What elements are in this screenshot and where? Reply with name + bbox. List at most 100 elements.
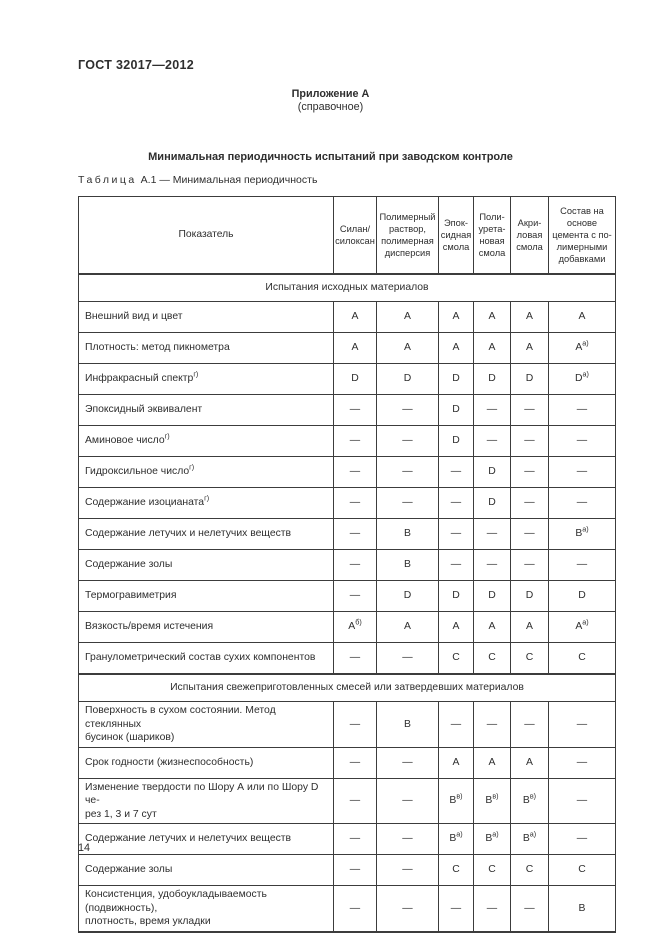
table-row: Содержание золы — B — — — — [78,549,616,581]
cell-value: — [333,823,377,856]
footnote-marker: г) [164,431,170,441]
footnote-marker: г) [189,462,195,472]
document-number: ГОСТ 32017—2012 [78,58,195,72]
cell-value: — [438,885,474,933]
cell-value: B [376,549,439,581]
cell-value: C [510,642,549,675]
table-row: Термогравиметрия — D D D D D [78,580,616,612]
cell-value: — [376,425,439,457]
column-header-polymer-solution: Полимерный раствор, полимерная дисперсия [376,196,439,275]
cell-value: Bа) [438,823,474,856]
row-label: Эпоксидный эквивалент [78,394,334,426]
cell-value: — [376,394,439,426]
cell-value: — [510,885,549,933]
cell-value: — [473,425,511,457]
column-header-acrylic: Акри- ловая смола [510,196,549,275]
cell-value: — [376,777,439,825]
cell-value: — [548,823,616,856]
column-header-epoxy: Эпок- сидная смола [438,196,474,275]
cell-value: — [376,642,439,675]
cell-value: — [473,518,511,550]
footnote-marker: а) [582,617,589,627]
cell-value: — [548,456,616,488]
cell-value: A [473,611,511,643]
footnote-marker: в) [492,791,499,801]
table-row: Аминовое числог) — — D — — — [78,425,616,457]
cell-value: A [438,301,474,333]
table-row: Содержание летучих и нелетучих веществ — B… [78,518,616,550]
cell-value: — [333,701,377,748]
cell-value: — [333,854,377,887]
row-label: Гидроксильное числог) [78,456,334,488]
row-label: Вязкость/время истечения [78,611,334,643]
cell-value: C [473,854,511,887]
cell-value: A [438,332,474,364]
cell-value: — [333,518,377,550]
column-header-silane: Силан/ силоксан [333,196,377,275]
cell-value: — [438,549,474,581]
cell-value: — [438,701,474,748]
cell-value: A [376,611,439,643]
row-label: Внешний вид и цвет [78,301,334,333]
footnote-marker: а) [456,829,463,839]
cell-value: B [376,518,439,550]
cell-value: C [438,854,474,887]
cell-value: A [438,746,474,779]
cell-value: D [438,363,474,395]
table-row: Плотность: метод пикнометра A A A A A Aа) [78,332,616,364]
cell-value: — [376,823,439,856]
cell-value: — [548,487,616,519]
cell-value: — [333,487,377,519]
footnote-marker: а) [582,369,589,379]
cell-value: Aа) [548,611,616,643]
row-label: Гранулометрический состав сухих компонен… [78,642,334,675]
cell-value: C [510,854,549,887]
cell-value: Bа) [548,518,616,550]
table-caption: Таблица А.1 — Минимальная периодичность [78,174,317,186]
cell-value: A [510,611,549,643]
cell-value: D [473,580,511,612]
footnote-marker: г) [204,493,210,503]
table-row: Содержание летучих и нелетучих веществ — —… [78,823,616,856]
cell-value: D [438,394,474,426]
table-caption-rest: А.1 — Минимальная периодичность [140,174,318,186]
cell-value: D [510,580,549,612]
section-title-row: Испытания исходных материалов [78,273,616,302]
cell-value: D [376,580,439,612]
cell-value: Bв) [438,777,474,825]
cell-value: — [333,549,377,581]
cell-value: D [473,363,511,395]
cell-value: — [333,885,377,933]
cell-value: Aб) [333,611,377,643]
cell-value: — [510,549,549,581]
cell-value: — [333,394,377,426]
cell-value: — [333,642,377,675]
cell-value: D [333,363,377,395]
cell-value: Bа) [510,823,549,856]
row-label: Содержание летучих и нелетучих веществ [78,823,334,856]
cell-value: — [438,487,474,519]
footnote-marker: а) [492,829,499,839]
cell-value: — [473,549,511,581]
section-title-row: Испытания свежеприготовленных смесей или… [78,673,616,702]
cell-value: — [376,854,439,887]
cell-value: — [333,777,377,825]
cell-value: B [548,885,616,933]
cell-value: — [333,580,377,612]
footnote-marker: б) [355,617,362,627]
row-label: Содержание изоцианатаг) [78,487,334,519]
table-row: Поверхность в сухом состоянии. Метод сте… [78,701,616,748]
table-row: Консистенция, удобоукладываемость (подви… [78,885,616,933]
cell-value: C [473,642,511,675]
column-header-polyurethane: Поли- урета- новая смола [473,196,511,275]
cell-value: Bа) [473,823,511,856]
table-row: Срок годности (жизнеспособность) — — A A A — [78,746,616,779]
cell-value: — [333,456,377,488]
cell-value: — [510,518,549,550]
column-header-cement-composition: Состав на основе цемента с по- лимерными… [548,196,616,275]
cell-value: D [473,487,511,519]
table-row: Внешний вид и цвет A A A A A A [78,301,616,333]
row-label: Содержание золы [78,549,334,581]
appendix-label: Приложение А [291,88,370,100]
